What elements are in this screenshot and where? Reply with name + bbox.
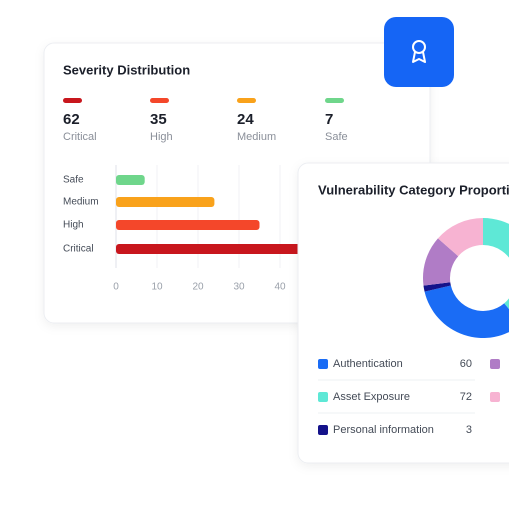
stat-value: 35 — [150, 111, 167, 128]
donut-segment — [424, 285, 509, 338]
category-chart: Authentication 60 Asset Exposure 72 Personal… — [318, 218, 509, 436]
legend-swatch — [490, 392, 500, 402]
legend-swatch — [318, 359, 328, 369]
donut-segment — [483, 218, 509, 310]
legend-value: 60 — [460, 358, 472, 370]
x-tick-label: 10 — [151, 282, 163, 293]
award-icon — [412, 40, 426, 63]
donut-segment — [437, 218, 483, 257]
legend-swatch — [490, 359, 500, 369]
legend-swatch — [150, 98, 169, 103]
stat-label: Critical — [63, 131, 97, 143]
card-title: Vulnerability Category Proportion — [318, 182, 509, 197]
bar — [116, 220, 260, 230]
legend-value: 72 — [460, 391, 472, 403]
x-tick-label: 0 — [113, 282, 119, 293]
legend-value: 3 — [466, 424, 472, 436]
stat-label: Safe — [325, 131, 348, 143]
stat-label: Medium — [237, 131, 276, 143]
severity-chart: 62 Critical 35 High 24 Medium 7 Safe 0 10 20 30 40 Sa… — [63, 98, 371, 293]
legend-swatch — [63, 98, 82, 103]
legend-label: Personal information — [333, 424, 434, 436]
bar — [116, 175, 145, 185]
y-tick-label: Medium — [63, 197, 99, 208]
stat-value: 7 — [325, 111, 333, 128]
legend-swatch — [318, 392, 328, 402]
legend-label: Asset Exposure — [333, 391, 410, 403]
card-title: Severity Distribution — [63, 62, 190, 77]
legend-swatch — [318, 425, 328, 435]
donut-segment — [423, 282, 451, 292]
y-tick-label: Safe — [63, 175, 84, 186]
legend-swatch — [325, 98, 344, 103]
donut-segment — [423, 238, 459, 286]
stat-value: 24 — [237, 111, 254, 128]
legend-swatch — [237, 98, 256, 103]
x-tick-label: 40 — [274, 282, 286, 293]
y-tick-label: High — [63, 220, 84, 231]
bar — [116, 197, 215, 207]
y-tick-label: Critical — [63, 244, 94, 255]
stat-value: 62 — [63, 111, 80, 128]
legend-label: Authentication — [333, 358, 403, 370]
x-tick-label: 20 — [192, 282, 204, 293]
stat-label: High — [150, 131, 173, 143]
x-tick-label: 30 — [233, 282, 245, 293]
